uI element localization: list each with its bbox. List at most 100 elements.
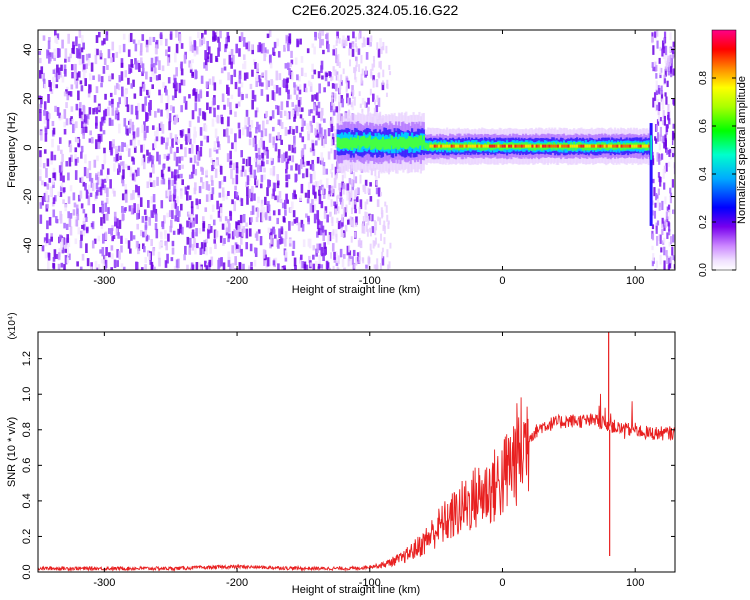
noise-cell <box>351 200 355 210</box>
noise-cell <box>136 223 140 230</box>
noise-cell <box>375 79 379 88</box>
noise-cell <box>334 166 338 176</box>
noise-cell <box>180 156 184 161</box>
noise-cell <box>367 255 370 264</box>
noise-cell <box>53 55 56 61</box>
noise-cell <box>148 36 152 46</box>
noise-cell <box>256 63 259 72</box>
noise-cell <box>290 50 293 59</box>
noise-cell <box>277 51 281 58</box>
noise-cell <box>669 256 672 265</box>
ridge-cell <box>357 135 360 146</box>
noise-cell <box>41 180 44 186</box>
noise-cell <box>79 240 83 249</box>
noise-cell <box>205 181 209 191</box>
noise-cell <box>210 175 214 182</box>
noise-cell <box>308 109 311 116</box>
noise-cell <box>128 205 132 212</box>
noise-cell <box>249 164 253 175</box>
noise-cell <box>171 179 175 186</box>
noise-cell <box>175 114 179 123</box>
ridge-peak-cell <box>622 144 625 148</box>
noise-cell <box>294 266 297 270</box>
noise-cell <box>234 81 238 90</box>
noise-cell <box>101 179 105 188</box>
noise-cell <box>305 264 309 270</box>
noise-cell <box>56 33 60 40</box>
noise-cell <box>118 123 121 134</box>
ridge-peak-cell <box>618 144 621 148</box>
noise-cell <box>88 138 92 143</box>
noise-cell <box>69 144 72 153</box>
noise-cell <box>126 128 129 136</box>
ridge-peak-cell <box>488 144 491 148</box>
noise-cell <box>212 30 215 40</box>
noise-cell <box>272 51 276 56</box>
noise-cell <box>171 247 175 255</box>
spectrogram-y-tick-label: -40 <box>22 238 34 254</box>
noise-cell <box>97 264 101 270</box>
noise-cell <box>310 124 313 133</box>
noise-cell <box>231 199 234 205</box>
noise-cell <box>312 115 316 123</box>
noise-cell <box>380 191 383 197</box>
noise-cell <box>105 197 109 204</box>
noise-cell <box>657 188 661 196</box>
noise-cell <box>364 101 367 108</box>
noise-cell <box>80 85 84 92</box>
noise-cell <box>141 71 144 77</box>
noise-cell <box>377 243 380 248</box>
noise-cell <box>266 159 269 165</box>
noise-cell <box>247 117 251 125</box>
noise-cell <box>673 138 675 146</box>
noise-cell <box>342 207 345 217</box>
noise-cell <box>294 84 298 91</box>
noise-cell <box>664 55 667 63</box>
noise-cell <box>84 126 88 133</box>
noise-cell <box>664 196 667 205</box>
noise-cell <box>111 236 114 242</box>
noise-cell <box>371 63 374 71</box>
noise-cell <box>38 95 42 100</box>
noise-cell <box>112 139 115 149</box>
noise-cell <box>223 58 226 66</box>
noise-cell <box>331 217 334 227</box>
noise-cell <box>659 234 662 244</box>
noise-cell <box>347 35 350 41</box>
noise-cell <box>74 238 78 245</box>
noise-cell <box>124 163 128 169</box>
noise-cell <box>104 231 108 240</box>
noise-cell <box>39 103 43 108</box>
noise-cell <box>317 227 321 236</box>
noise-cell <box>247 41 251 52</box>
ridge-peak-cell <box>626 144 629 148</box>
noise-cell <box>330 199 333 207</box>
noise-cell <box>48 216 52 226</box>
noise-cell <box>346 192 349 201</box>
noise-cell <box>67 33 70 44</box>
noise-cell <box>663 41 666 50</box>
ridge-cell <box>364 137 367 148</box>
noise-cell <box>52 197 56 205</box>
noise-cell <box>318 243 322 251</box>
noise-cell <box>656 30 659 37</box>
colorbar-label: Normalized spectral amplitude <box>736 76 748 224</box>
noise-cell <box>319 38 322 49</box>
noise-cell <box>147 199 150 208</box>
noise-cell <box>56 64 59 73</box>
noise-cell <box>321 38 324 46</box>
noise-cell <box>45 168 48 178</box>
noise-cell <box>311 74 314 79</box>
noise-cell <box>204 50 207 60</box>
ridge-peak-cell <box>580 144 583 148</box>
noise-cell <box>110 228 114 236</box>
noise-cell <box>343 267 346 270</box>
noise-cell <box>264 213 268 220</box>
noise-cell <box>106 64 109 70</box>
ridge-peak-cell <box>605 144 608 148</box>
noise-cell <box>208 259 212 268</box>
noise-cell <box>60 161 64 172</box>
noise-cell <box>68 157 72 167</box>
noise-cell <box>335 106 339 113</box>
ridge-peak-cell <box>474 144 477 148</box>
